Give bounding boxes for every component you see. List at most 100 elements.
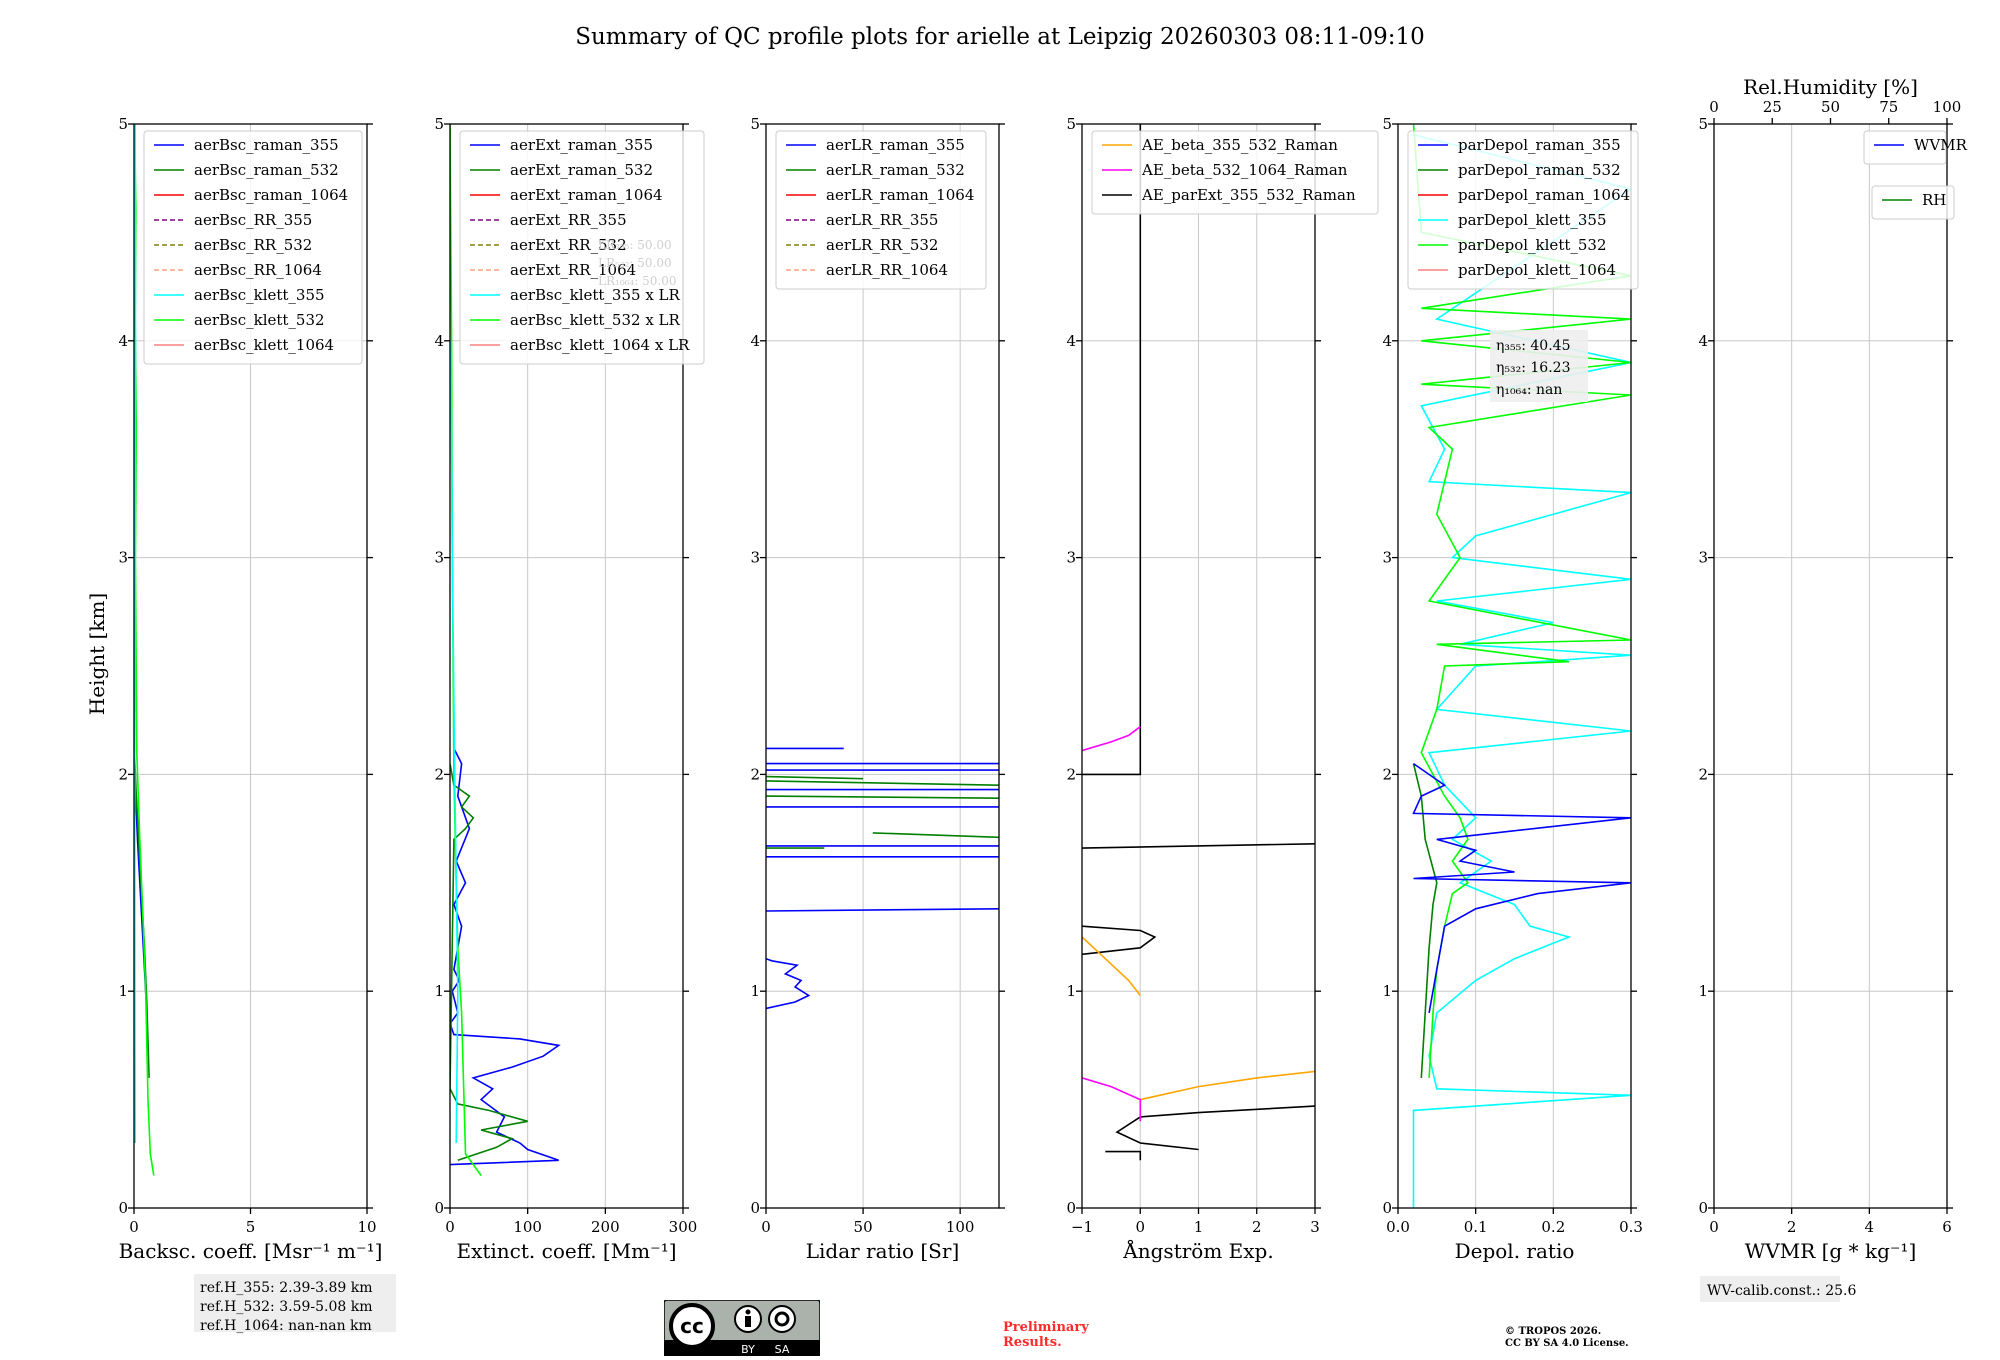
y-tick-label: 5 xyxy=(1066,115,1076,133)
x-tick-label: 200 xyxy=(591,1218,620,1236)
x-tick-label: 0 xyxy=(445,1218,455,1236)
y-tick-label: 5 xyxy=(118,115,128,133)
legend-frame xyxy=(1091,130,1379,215)
y-tick-label: 2 xyxy=(434,765,444,783)
legend-entry: aerBsc_klett_532 xyxy=(194,311,325,329)
y-tick-label: 5 xyxy=(1382,115,1392,133)
series-line-aerLR_raman_532-c xyxy=(766,795,999,799)
legend-2-frame xyxy=(1871,185,1955,220)
legend-entry: AE_parExt_355_532_Raman xyxy=(1141,186,1356,204)
preliminary-line-1: Preliminary xyxy=(1003,1320,1089,1335)
eta-532: η₅₃₂: 16.23 xyxy=(1496,360,1570,376)
legend-frame xyxy=(1407,130,1639,290)
legend-entry: aerLR_RR_1064 xyxy=(826,261,948,279)
refh-1064: ref.H_1064: nan-nan km xyxy=(200,1318,372,1334)
copyright-line-1: © TROPOS 2026. xyxy=(1505,1326,1602,1337)
x-tick-label: 100 xyxy=(946,1218,975,1236)
wv-calib-text: WV-calib.const.: 25.6 xyxy=(1707,1283,1856,1299)
y-tick-label: 0 xyxy=(750,1199,760,1217)
x-axis-label: Ångström Exp. xyxy=(1122,1238,1273,1263)
series-line-AE_parExt-d xyxy=(1082,843,1315,849)
legend-frame xyxy=(459,130,705,365)
legend: AE_beta_355_532_Raman AE_beta_532_1064_Ra… xyxy=(1091,130,1379,215)
legend-entry: parDepol_raman_1064 xyxy=(1458,186,1630,204)
x-tick-label: 300 xyxy=(669,1218,698,1236)
axes-frame xyxy=(765,123,1000,1209)
eta-1064: η₁₀₆₄: nan xyxy=(1496,382,1562,398)
legend-entry: aerExt_raman_532 xyxy=(510,161,653,179)
legend-entry: aerBsc_raman_355 xyxy=(194,136,339,154)
series-line-AE_beta_355_532-b xyxy=(1140,1070,1315,1101)
legend-entry: aerBsc_klett_1064 x LR xyxy=(510,336,690,354)
refh-box-bg xyxy=(194,1274,396,1332)
series-line-AE_beta_532_1064_Raman xyxy=(1082,1077,1142,1122)
y-tick-label: 4 xyxy=(118,332,128,350)
legend-entry: parDepol_raman_532 xyxy=(1458,161,1621,179)
y-tick-label: 3 xyxy=(750,549,760,567)
y-tick-label: 4 xyxy=(434,332,444,350)
x-tick-label: 0 xyxy=(761,1218,771,1236)
x-tick-label: −1 xyxy=(1071,1218,1093,1236)
legend-entry: aerLR_RR_532 xyxy=(826,236,938,254)
legend-entry: WVMR xyxy=(1914,136,1968,154)
x-tick-label: 100 xyxy=(513,1218,542,1236)
y-tick-label: 4 xyxy=(1066,332,1076,350)
y-tick-label: 1 xyxy=(1066,982,1076,1000)
x-tick-label: 1 xyxy=(1194,1218,1204,1236)
x-tick-label: 0.1 xyxy=(1464,1218,1488,1236)
top-x-tick-label: 0 xyxy=(1709,98,1719,116)
series-line-aerExt_raman_532 xyxy=(450,763,528,1162)
y-tick-label: 0 xyxy=(118,1199,128,1217)
subplot-bsc: 0 5 10 0 1 2 3 4 5 Backsc. coeff. [Msr⁻¹ m⁻¹] aerB… xyxy=(118,115,382,1263)
top-x-tick-label: 50 xyxy=(1821,98,1840,116)
x-tick-label: 0.2 xyxy=(1541,1218,1565,1236)
eta-355: η₃₅₅: 40.45 xyxy=(1496,338,1570,354)
eta-box-bg xyxy=(1490,330,1588,402)
legend-entry: aerBsc_klett_355 x LR xyxy=(510,286,681,304)
x-tick-label: 0.0 xyxy=(1386,1218,1410,1236)
legend-entry: aerBsc_RR_532 xyxy=(194,236,312,254)
legend-entry: AE_beta_532_1064_Raman xyxy=(1141,161,1348,179)
legend-entry: RH xyxy=(1922,191,1946,209)
series-group xyxy=(450,124,561,1176)
y-tick-label: 5 xyxy=(750,115,760,133)
legend-entry: aerExt_RR_355 xyxy=(510,211,627,229)
x-axis-label: Extinct. coeff. [Mm⁻¹] xyxy=(456,1239,676,1263)
x-axis-label: Depol. ratio xyxy=(1455,1239,1575,1263)
axes-frame xyxy=(1397,123,1632,1209)
series-group xyxy=(1082,124,1315,1161)
preliminary-line-2: Results. xyxy=(1003,1335,1062,1350)
y-tick-label: 3 xyxy=(1382,549,1392,567)
x-tick-label: 2 xyxy=(1252,1218,1262,1236)
series-line-aerBsc_klett_355 xyxy=(134,124,137,1144)
y-tick-label: 2 xyxy=(750,765,760,783)
lr-1064-faint: LR₁₀₆₄: 50.00 xyxy=(598,274,676,288)
copyright-line-2: CC BY SA 4.0 License. xyxy=(1505,1338,1629,1349)
x-tick-label: 3 xyxy=(1310,1218,1320,1236)
legend-entry: parDepol_raman_355 xyxy=(1458,136,1621,154)
legend-frame xyxy=(143,130,363,365)
series-line-parDepol_klett_355 xyxy=(1412,134,1631,1208)
lr-532-faint: LR₅₃₂: 50.00 xyxy=(598,256,672,270)
y-tick-label: 5 xyxy=(1698,115,1708,133)
x-tick-label: 6 xyxy=(1942,1218,1952,1236)
legend-frame xyxy=(1863,130,1947,165)
sa-label: SA xyxy=(775,1343,790,1356)
wv-calib-box: WV-calib.const.: 25.6 xyxy=(1700,1276,1856,1302)
legend: WVMR xyxy=(1863,130,1968,165)
y-tick-label: 0 xyxy=(434,1199,444,1217)
eta-box: η₃₅₅: 40.45 η₅₃₂: 16.23 η₁₀₆₄: nan xyxy=(1490,330,1588,402)
legend-entry: aerExt_RR_1064 xyxy=(510,261,636,279)
series-line-parDepol_klett_532 xyxy=(1412,124,1631,1078)
series-group xyxy=(1412,124,1631,1208)
y-tick-label: 2 xyxy=(118,765,128,783)
x-tick-label: 0 xyxy=(129,1218,139,1236)
legend: aerLR_raman_355 aerLR_raman_532 aerLR_rama… xyxy=(775,130,987,290)
series-line-aerLR_raman_532-d xyxy=(766,780,999,786)
y-tick-label: 1 xyxy=(118,982,128,1000)
legend: aerBsc_raman_355 aerBsc_raman_532 aerBsc_r… xyxy=(143,130,363,365)
x-axis-label: WVMR [g * kg⁻¹] xyxy=(1745,1239,1917,1263)
lr-355-faint: LR₃₅₅: 50.00 xyxy=(598,238,672,252)
